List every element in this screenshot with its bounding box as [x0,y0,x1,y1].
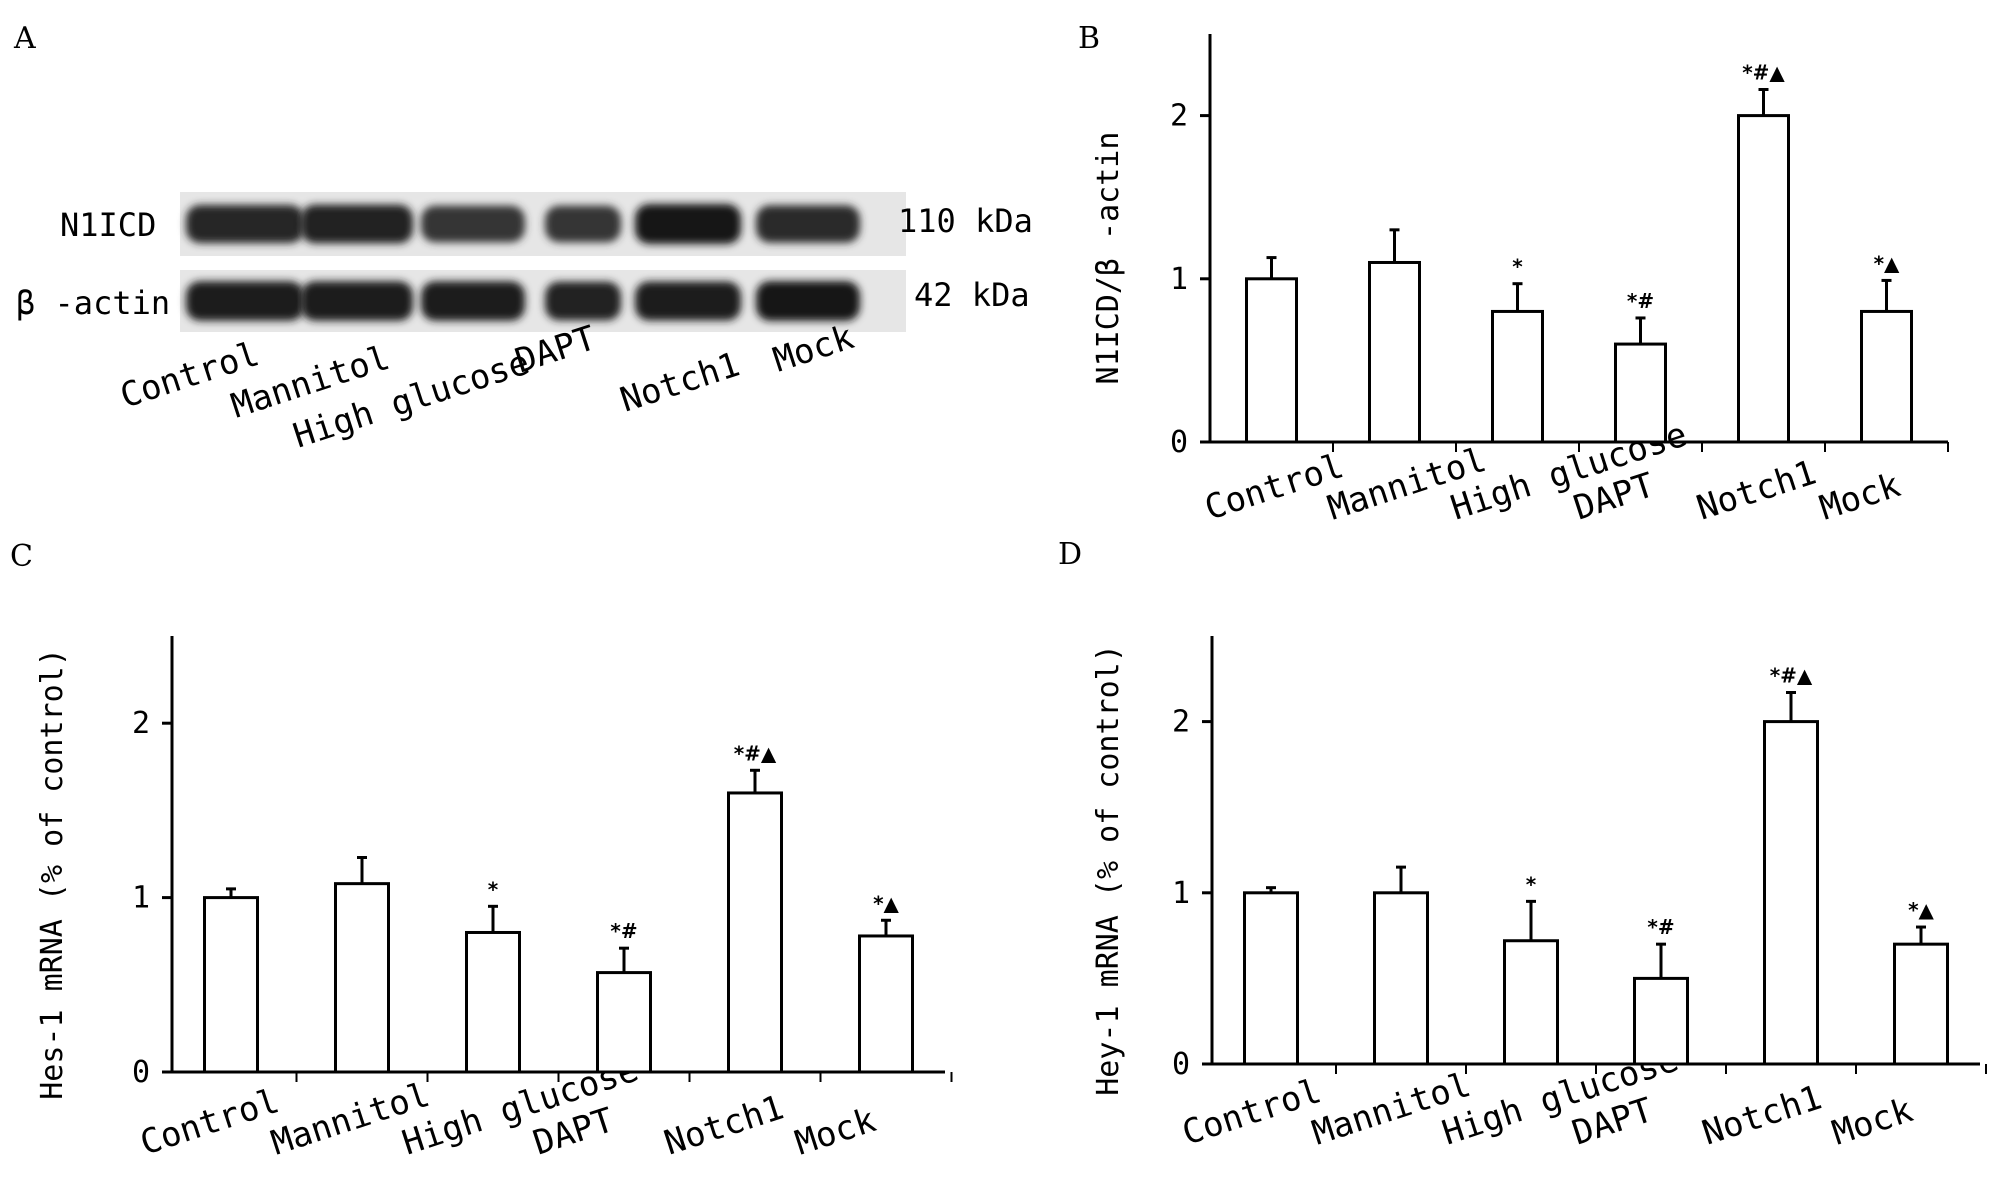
bar [1633,976,1689,1066]
panel-b-letter: B [1078,21,1100,56]
significance-label: *▲ [873,891,899,915]
panel-c-letter: C [10,539,33,574]
y-tick-label: 2 [132,706,150,741]
x-tick-label: Mock [1827,1090,1917,1153]
panel-a-western-blot: A N1ICD β -actin 110 kDa 42 kDa ControlM… [13,21,1033,457]
blot-band [635,281,741,321]
significance-label: *▲ [1908,898,1934,922]
bar [1763,720,1819,1066]
bar [596,971,652,1074]
blot-band [301,204,413,244]
x-tick-label: Notch1 [1692,453,1821,529]
bar [1614,342,1667,444]
x-tick-label: Mock [1815,465,1905,528]
y-tick-label: 0 [1170,425,1188,460]
significance-label: * [1512,255,1523,279]
blot-band [545,281,621,321]
blot-band [635,204,741,244]
y-tick-label: 1 [1172,876,1190,911]
x-tick-label: Control [135,1081,284,1163]
y-tick-label: 1 [132,881,150,916]
x-tick-label: Notch1 [659,1088,788,1164]
x-tick-label: Control [1200,446,1349,528]
significance-label: * [488,877,499,901]
bar [1368,260,1421,444]
y-tick-label: 2 [1170,99,1188,134]
significance-label: *# [1627,289,1654,313]
significance-label: *#▲ [1770,663,1813,687]
bar [1373,891,1429,1066]
x-tick-label: Notch1 [1697,1078,1826,1154]
blot-band [756,281,860,321]
bar [1860,309,1913,444]
panel-a-letter: A [13,21,36,56]
bar [1243,891,1299,1066]
bar [1491,309,1544,444]
significance-label: * [1526,872,1537,896]
bar [203,896,259,1074]
band-size-n1icd: 110 kDa [898,202,1033,240]
blot-band [301,281,413,321]
bar [1503,939,1559,1066]
significance-label: *▲ [1874,251,1900,275]
blot-band [545,205,621,243]
y-tick-label: 2 [1172,705,1190,740]
band-label-n1icd: N1ICD [60,206,156,244]
significance-label: *# [610,919,637,943]
bar [465,930,521,1074]
significance-label: *#▲ [734,741,777,765]
blot-band [421,205,525,243]
x-tick-label: Control [1177,1071,1326,1153]
y-tick-label: 0 [1172,1047,1190,1082]
bar [858,934,914,1074]
panel-d-letter: D [1058,537,1082,572]
x-tick-label: Mock [790,1100,880,1163]
y-axis-label: Hes-1 mRNA (% of control) [35,648,70,1100]
band-size-actin: 42 kDa [914,276,1030,314]
significance-label: *#▲ [1742,60,1785,84]
y-tick-label: 0 [132,1055,150,1090]
y-tick-label: 1 [1170,262,1188,297]
y-axis-label: N1ICD/β -actin [1091,132,1126,385]
blot-band [186,204,304,244]
blot-band [756,205,860,243]
y-axis-label: Hey-1 mRNA (% of control) [1091,644,1126,1096]
blot-lane-label: Notch1 [615,345,744,421]
bar [727,791,783,1074]
bar [334,882,390,1074]
bar [1737,114,1790,444]
bar [1245,277,1298,444]
blot-band [186,281,304,321]
blot-band [421,281,525,321]
significance-label: *# [1647,915,1674,939]
bar [1893,942,1949,1066]
band-label-actin: β -actin [16,284,170,322]
